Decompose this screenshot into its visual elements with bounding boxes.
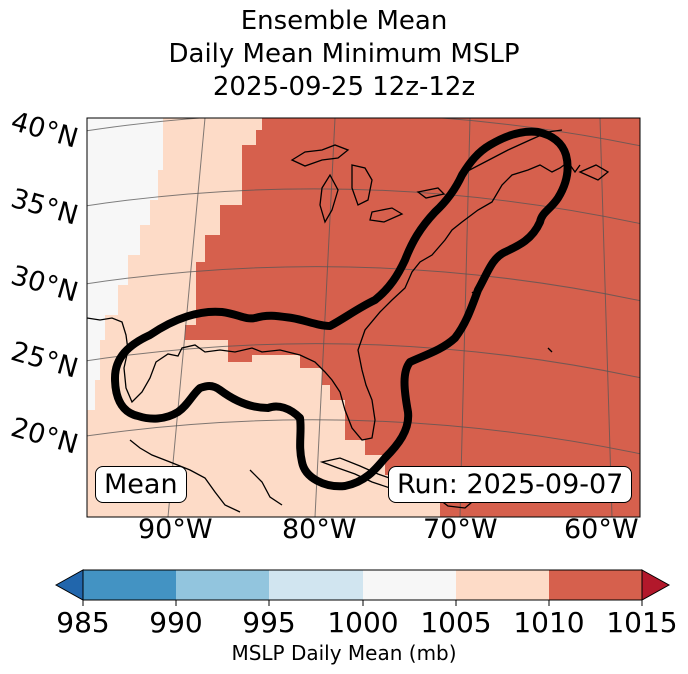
title-line-3: 2025-09-25 12z-12z <box>212 72 476 102</box>
colorbar-tick-1000: 1000 <box>327 606 399 639</box>
colorbar-extend-low <box>54 569 84 601</box>
coastlines <box>87 129 610 513</box>
title-line-1: Ensemble Mean <box>240 6 448 36</box>
lon-label-90w: 90°W <box>138 514 213 545</box>
colorbar-tick-990: 990 <box>149 606 203 639</box>
contour-1005 <box>111 127 572 491</box>
map-frame <box>86 117 641 518</box>
colorbar-tick-1015: 1015 <box>606 606 678 639</box>
colorbar <box>54 569 671 606</box>
colorbar-bin-1010-1015 <box>549 570 642 600</box>
colorbar-bin-990-995 <box>176 570 269 600</box>
colorbar-label: MSLP Daily Mean (mb) <box>231 641 457 665</box>
mean-label-box: Mean <box>95 466 187 503</box>
colorbar-tick-1005: 1005 <box>420 606 492 639</box>
map-area <box>87 118 640 517</box>
colorbar-tick-1010: 1010 <box>513 606 585 639</box>
colorbar-bin-985-990 <box>83 570 176 600</box>
run-date-label-box: Run: 2025-09-07 <box>388 466 633 503</box>
colorbar-tick-marks <box>82 600 643 606</box>
colorbar-bin-1000-1005 <box>363 570 456 600</box>
colorbar-tick-985: 985 <box>56 606 110 639</box>
colorbar-extend-high <box>641 569 671 601</box>
title-line-2: Daily Mean Minimum MSLP <box>168 39 520 69</box>
colorbar-tick-995: 995 <box>242 606 296 639</box>
field-1000-1005 <box>87 118 163 410</box>
lon-label-70w: 70°W <box>423 514 498 545</box>
lon-label-60w: 60°W <box>564 514 639 545</box>
colorbar-bin-995-1000 <box>269 570 363 600</box>
lon-label-80w: 80°W <box>282 514 357 545</box>
colorbar-bin-1005-1010 <box>456 570 549 600</box>
